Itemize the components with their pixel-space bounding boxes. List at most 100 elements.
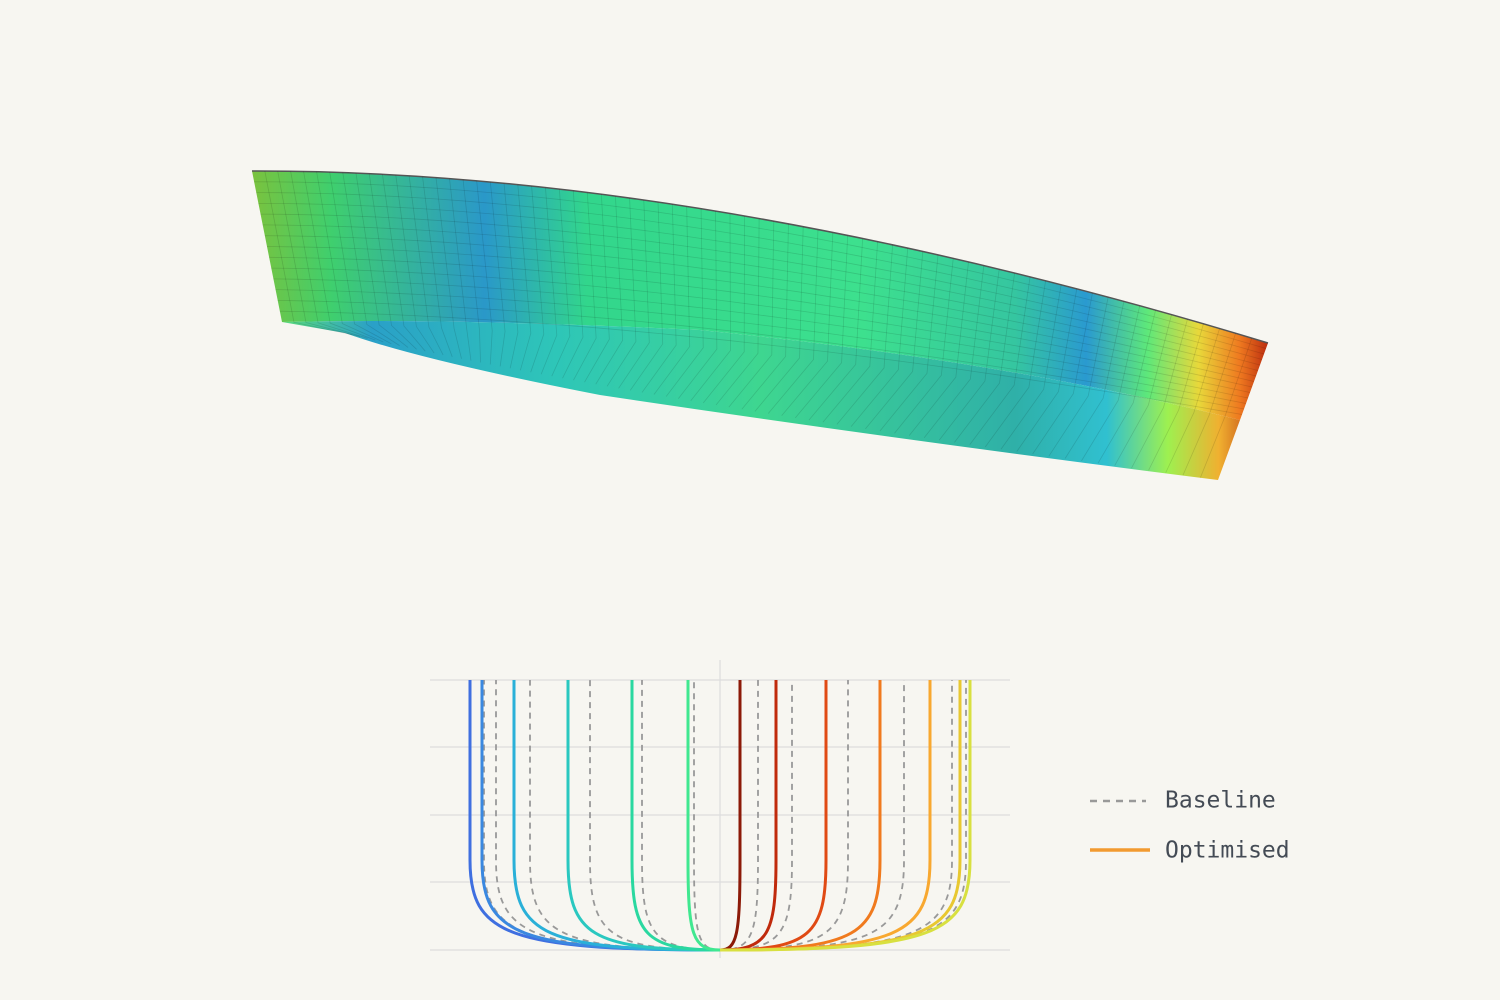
- mesh-line: [984, 280, 1046, 448]
- mesh-line: [969, 276, 1031, 445]
- mesh-line: [1182, 333, 1237, 476]
- mesh-line: [271, 267, 1251, 393]
- baseline-curve: [693, 680, 721, 951]
- mesh-line: [954, 272, 1016, 443]
- mesh-line: [606, 198, 637, 387]
- mesh-line: [836, 244, 894, 425]
- mesh-line: [355, 172, 409, 348]
- mesh-line: [342, 172, 400, 346]
- mesh-line: [254, 181, 1267, 349]
- optimised-curve: [630, 680, 721, 952]
- mesh-line: [573, 192, 597, 381]
- mesh-line: [1097, 310, 1156, 464]
- mesh-line: [584, 194, 610, 383]
- mesh-line: [923, 265, 985, 439]
- mesh-line: [641, 204, 677, 393]
- mesh-line: [260, 213, 1261, 366]
- mesh-line: [476, 180, 493, 365]
- mesh-line: [1200, 337, 1253, 478]
- mesh-line: [754, 226, 804, 412]
- mesh-line: [1165, 328, 1220, 473]
- mesh-line: [665, 208, 704, 397]
- mesh-line: [277, 300, 1245, 410]
- mesh-line: [316, 171, 384, 343]
- mesh-line: [808, 238, 864, 421]
- optimised-curve: [686, 680, 721, 952]
- mesh-line: [290, 171, 368, 339]
- mesh-line: [595, 196, 624, 385]
- mesh-line: [678, 211, 718, 399]
- mesh-line: [449, 178, 472, 361]
- mesh-line: [767, 229, 819, 414]
- mesh-line: [741, 223, 789, 410]
- baseline-curve: [719, 680, 759, 951]
- baseline-curve: [589, 680, 721, 951]
- mesh-line: [781, 232, 834, 416]
- mesh-line: [1131, 319, 1188, 469]
- mesh-line: [329, 172, 392, 345]
- mesh-line: [489, 181, 506, 367]
- mesh-line: [850, 248, 909, 427]
- mesh-line: [277, 171, 360, 337]
- mesh-line: [1016, 288, 1078, 452]
- mesh-line: [653, 206, 691, 395]
- mesh-line: [1114, 314, 1172, 466]
- mesh-line: [258, 203, 1263, 360]
- baseline-curve: [719, 680, 793, 951]
- hull: [251, 170, 1269, 480]
- optimised-curve: [719, 680, 972, 952]
- mesh-line: [1148, 323, 1204, 471]
- legend-label: Optimised: [1165, 838, 1290, 864]
- mesh-line: [273, 278, 1249, 399]
- body-plan: [430, 660, 1010, 958]
- mesh-line: [422, 176, 453, 357]
- mesh-line: [435, 177, 462, 359]
- mesh-line: [629, 202, 664, 391]
- mesh-line: [562, 190, 584, 379]
- legend: Baseline Optimised: [1090, 788, 1290, 864]
- mesh-line: [1000, 284, 1062, 450]
- hull-side: [252, 170, 1268, 420]
- mesh-line: [894, 258, 954, 434]
- mesh-line: [715, 218, 760, 406]
- optimised-curve: [566, 680, 721, 952]
- mesh-line: [256, 192, 1265, 355]
- mesh-line: [266, 246, 1255, 382]
- mesh-line: [279, 310, 1243, 415]
- mesh-line: [618, 200, 650, 389]
- hull-bottom: [282, 321, 1240, 480]
- mesh-line: [408, 175, 444, 356]
- mesh-line: [368, 173, 417, 350]
- mesh-line: [1081, 305, 1141, 462]
- mesh-line: [822, 241, 878, 423]
- mesh-line: [702, 215, 745, 404]
- mesh-line: [503, 183, 519, 369]
- mesh-line: [728, 221, 775, 408]
- mesh-line: [1032, 292, 1093, 455]
- legend-label: Baseline: [1165, 788, 1276, 814]
- mesh-line: [262, 224, 1259, 371]
- mesh-line: [269, 256, 1253, 388]
- mesh-line: [690, 213, 731, 401]
- mesh-line: [517, 184, 532, 371]
- mesh-line: [879, 254, 939, 432]
- mesh-line: [794, 235, 849, 419]
- mesh-line: [264, 170, 353, 336]
- mesh-line: [275, 289, 1247, 404]
- mesh-line: [382, 174, 426, 352]
- mesh-line: [865, 251, 924, 430]
- mesh-line: [1048, 297, 1109, 457]
- mesh-line: [303, 171, 376, 341]
- mesh-line: [462, 179, 481, 363]
- mesh-line: [540, 187, 558, 375]
- mesh-line: [395, 174, 435, 354]
- mesh-line: [908, 261, 969, 436]
- mesh-line: [1064, 301, 1125, 459]
- mesh-line: [264, 235, 1257, 377]
- hull-outline: [251, 170, 1269, 344]
- mesh-line: [938, 269, 1000, 441]
- mesh-line: [530, 186, 545, 373]
- baseline-curve: [719, 680, 953, 951]
